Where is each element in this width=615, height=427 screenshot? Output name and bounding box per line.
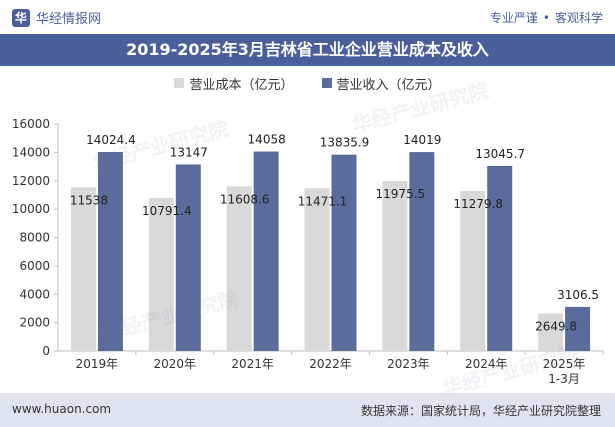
x-tick-label: 2024年 xyxy=(465,357,508,371)
y-tick-label: 4000 xyxy=(19,287,50,301)
data-label-cost: 11279.8 xyxy=(453,197,503,211)
bar-revenue xyxy=(409,152,435,351)
x-tick-label: 2025年 1-3月 xyxy=(543,357,586,386)
chart-legend: 营业成本（亿元） 营业收入（亿元） xyxy=(0,73,615,93)
bar-revenue xyxy=(253,151,279,351)
y-tick-label: 14000 xyxy=(12,145,50,159)
x-tick-label: 2022年 xyxy=(309,357,352,371)
x-tick-label: 2021年 xyxy=(231,357,274,371)
y-tick-label: 2000 xyxy=(19,316,50,330)
data-label-cost: 11471.1 xyxy=(298,194,348,208)
bar-cost xyxy=(226,186,252,351)
legend-label-cost: 营业成本（亿元） xyxy=(189,77,294,93)
data-label-revenue: 3106.5 xyxy=(557,288,599,302)
footer-website[interactable]: www.huaon.com xyxy=(12,402,112,416)
x-tick-label: 2023年 xyxy=(387,357,430,371)
data-label-revenue: 13147 xyxy=(170,145,208,159)
data-label-cost: 11538 xyxy=(70,193,108,207)
y-tick-label: 6000 xyxy=(19,259,50,273)
legend-swatch-revenue xyxy=(321,78,332,88)
bar-cost xyxy=(304,188,330,351)
data-label-cost: 2649.8 xyxy=(535,319,577,333)
chart-title: 2019-2025年3月吉林省工业企业营业成本及收入 xyxy=(126,40,489,59)
y-tick-label: 10000 xyxy=(12,202,50,216)
bar-cost xyxy=(538,313,564,351)
slogan-tag-1: 专业严谨 xyxy=(489,11,538,25)
brand[interactable]: 华 华经情报网 xyxy=(12,8,101,27)
data-label-revenue: 13045.7 xyxy=(475,147,525,161)
y-tick-label: 0 xyxy=(42,344,50,358)
bar-cost xyxy=(148,197,174,351)
footer-source: 数据来源：国家统计局，华经产业研究院整理 xyxy=(360,404,601,418)
data-label-cost: 10791.4 xyxy=(142,204,192,218)
bar-revenue xyxy=(331,154,357,351)
brand-logo-icon: 华 xyxy=(12,8,30,27)
legend-label-revenue: 营业收入（亿元） xyxy=(336,77,441,93)
slogan: 专业严谨 • 客观科学 xyxy=(490,9,603,26)
bar-cost xyxy=(70,187,96,351)
data-label-revenue: 14019 xyxy=(403,133,441,147)
bar-revenue xyxy=(97,152,123,351)
legend-item-revenue: 营业收入（亿元） xyxy=(321,73,441,93)
y-tick-label: 16000 xyxy=(12,117,50,131)
slogan-tag-2: 客观科学 xyxy=(554,11,603,25)
footer: www.huaon.com 数据来源：国家统计局，华经产业研究院整理 xyxy=(0,393,615,427)
legend-swatch-cost xyxy=(174,78,185,88)
x-tick-label: 2020年 xyxy=(154,357,197,371)
slogan-separator: • xyxy=(542,11,550,25)
bar-revenue xyxy=(487,165,513,351)
data-label-revenue: 14058 xyxy=(248,133,286,147)
bar-cost xyxy=(382,181,408,351)
data-label-cost: 11608.6 xyxy=(220,192,270,206)
bar-chart: 0 2000 4000 6000 8000 10000 12000 14000 16000 115… xyxy=(12,117,604,386)
data-label-cost: 11975.5 xyxy=(376,187,426,201)
y-tick-label: 8000 xyxy=(19,231,50,245)
bar-cost xyxy=(460,190,486,351)
top-bar: 华 华经情报网 专业严谨 • 客观科学 xyxy=(0,0,615,34)
data-label-revenue: 14024.4 xyxy=(86,133,136,147)
x-tick-label: 2019年 xyxy=(76,357,119,371)
legend-item-cost: 营业成本（亿元） xyxy=(174,73,294,93)
bar-revenue xyxy=(175,164,201,351)
bar-revenue xyxy=(565,306,591,351)
brand-name: 华经情报网 xyxy=(36,12,102,27)
y-tick-label: 12000 xyxy=(12,174,50,188)
data-label-revenue: 13835.9 xyxy=(320,136,370,150)
title-bar: 2019-2025年3月吉林省工业企业营业成本及收入 xyxy=(0,34,615,66)
